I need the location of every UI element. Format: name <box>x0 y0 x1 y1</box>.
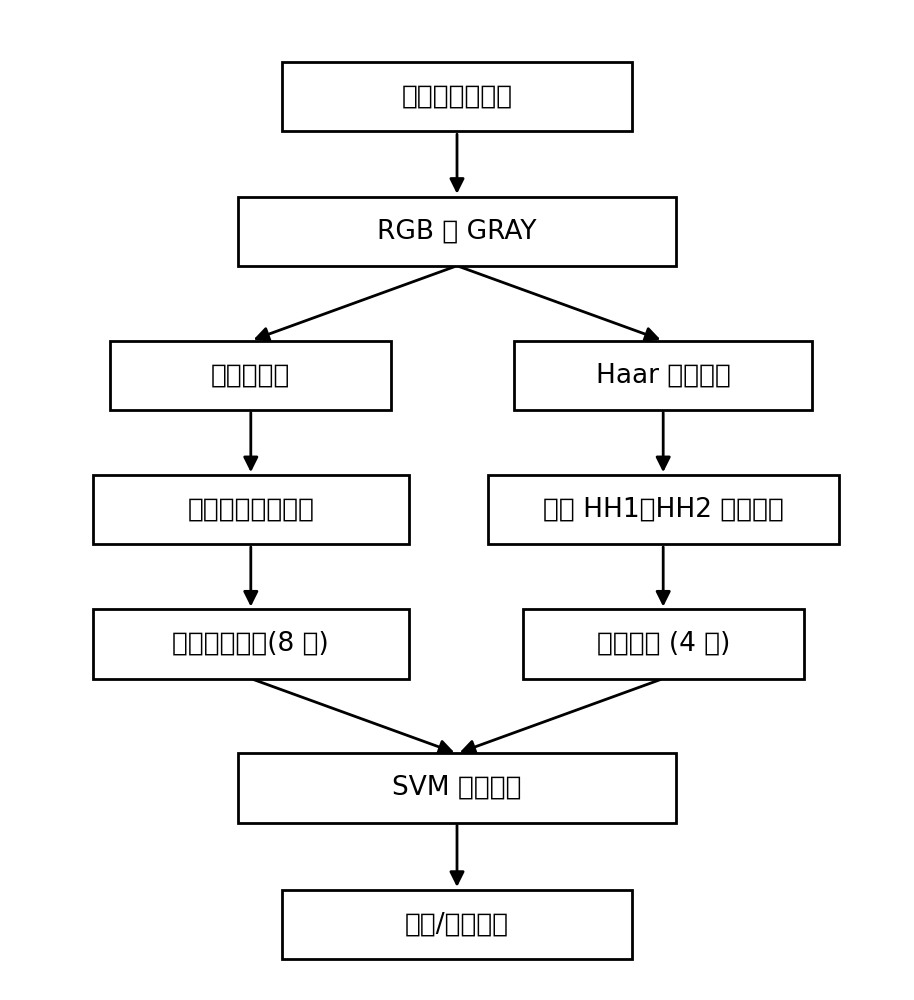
FancyBboxPatch shape <box>238 753 676 823</box>
Text: 二阶统计特征(8 维): 二阶统计特征(8 维) <box>173 631 329 657</box>
Text: 灰度共生矩阵计算: 灰度共生矩阵计算 <box>187 497 314 523</box>
Text: 待检测人脸图像: 待检测人脸图像 <box>401 84 513 110</box>
FancyBboxPatch shape <box>282 890 632 959</box>
FancyBboxPatch shape <box>93 475 409 544</box>
Text: 提取 HH1，HH2 系数矩阵: 提取 HH1，HH2 系数矩阵 <box>543 497 783 523</box>
Text: SVM 分类检测: SVM 分类检测 <box>392 775 522 801</box>
Text: Haar 小波分解: Haar 小波分解 <box>596 362 730 388</box>
FancyBboxPatch shape <box>523 609 803 679</box>
Text: RGB 转 GRAY: RGB 转 GRAY <box>377 218 537 244</box>
FancyBboxPatch shape <box>111 341 391 410</box>
FancyBboxPatch shape <box>93 609 409 679</box>
FancyBboxPatch shape <box>238 197 676 266</box>
FancyBboxPatch shape <box>282 62 632 131</box>
Text: 灰度级压缩: 灰度级压缩 <box>211 362 291 388</box>
FancyBboxPatch shape <box>488 475 839 544</box>
FancyBboxPatch shape <box>514 341 813 410</box>
Text: 统计特征 (4 维): 统计特征 (4 维) <box>597 631 730 657</box>
Text: 真实/假冒人脸: 真实/假冒人脸 <box>405 911 509 937</box>
